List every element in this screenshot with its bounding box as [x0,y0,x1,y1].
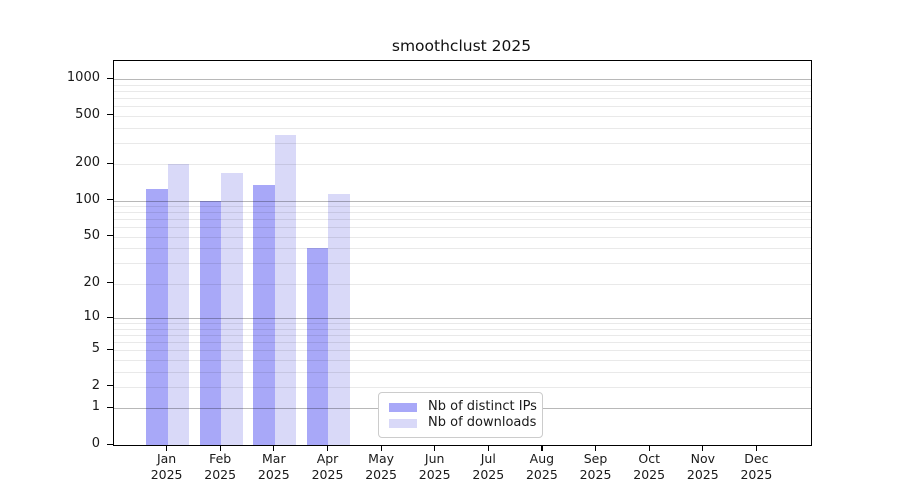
x-tick-oct [648,445,650,451]
x-tick-label-nov: Nov 2025 [686,451,719,482]
gridline-3 [114,371,811,373]
x-tick-label-mar: Mar 2025 [257,451,290,482]
x-tick-nov [702,445,704,451]
gridline-6 [114,341,811,343]
y-tick-1000 [107,77,113,79]
gridline-600 [114,106,811,107]
legend-label-distinct-ips: Nb of distinct IPs [428,399,537,414]
gridline-300 [114,142,811,144]
bar-distinct-ips-jan [146,188,168,445]
gridline-100 [114,200,811,202]
gridline-200 [114,164,811,166]
gridline-40 [114,248,811,250]
gridline-1000 [114,79,811,80]
y-tick-5 [107,348,113,350]
x-tick-label-sep: Sep 2025 [579,451,612,482]
gridline-800 [114,90,811,92]
plot-area [113,60,812,446]
gridline-8 [114,328,811,330]
y-tick-0 [107,443,113,445]
bar-downloads-feb [221,173,243,445]
x-tick-label-apr: Apr 2025 [311,451,344,482]
x-tick-feb [219,445,221,451]
gridline-400 [114,127,811,129]
legend-item-downloads: Nb of downloads [389,415,536,431]
y-tick-label-100: 100 [75,191,100,207]
x-tick-label-aug: Aug 2025 [525,451,558,482]
x-tick-label-jan: Jan 2025 [150,451,183,482]
bar-downloads-mar [274,134,297,445]
x-tick-label-jul: Jul 2025 [472,451,505,482]
gridline-90 [114,206,811,207]
x-tick-jul [487,445,489,451]
y-tick-label-5: 5 [91,341,100,357]
x-tick-mar [273,445,275,451]
legend-label-downloads: Nb of downloads [428,415,537,430]
bar-distinct-ips-feb [199,200,222,445]
gridline-4 [114,359,811,361]
y-tick-label-0: 0 [91,436,100,451]
y-tick-label-2: 2 [91,377,100,393]
gridline-50 [114,236,811,238]
y-tick-10 [107,316,113,318]
y-tick-500 [107,114,113,116]
legend-swatch-downloads-icon [389,418,417,428]
gridline-500 [114,115,811,117]
y-tick-label-1000: 1000 [66,70,100,85]
y-tick-label-200: 200 [75,155,100,171]
y-tick-label-1: 1 [91,399,100,415]
y-tick-label-50: 50 [83,227,100,243]
x-tick-label-oct: Oct 2025 [633,451,666,482]
x-tick-aug [541,445,543,451]
x-tick-label-feb: Feb 2025 [204,451,237,482]
y-tick-label-20: 20 [83,274,100,290]
gridline-20 [114,283,811,285]
x-tick-label-jun: Jun 2025 [418,451,451,482]
gridline-2 [114,386,811,388]
gridline-7 [114,334,811,336]
bar-distinct-ips-apr [306,248,329,445]
legend: Nb of distinct IPs Nb of downloads [378,392,543,438]
bar-downloads-apr [328,194,350,445]
x-tick-dec [755,445,758,451]
gridline-30 [114,263,811,265]
y-tick-50 [107,235,113,237]
x-tick-apr [327,445,329,451]
chart-title: smoothclust 2025 [391,37,532,55]
x-tick-label-dec: Dec 2025 [740,451,773,482]
gridline-700 [114,97,811,99]
x-tick-may [380,445,382,451]
bar-distinct-ips-mar [253,184,275,445]
gridline-10 [114,318,811,319]
y-tick-label-500: 500 [75,106,100,122]
gridline-80 [114,212,811,214]
y-tick-20 [107,282,113,284]
y-tick-1 [107,406,113,408]
y-tick-100 [107,199,113,201]
gridline-900 [114,84,811,86]
x-tick-label-may: May 2025 [365,451,397,482]
gridline-70 [114,219,811,221]
gridline-9 [114,323,811,324]
legend-swatch-distinct-ips-icon [389,402,417,412]
y-tick-200 [107,162,113,164]
x-tick-sep [595,445,597,451]
gridline-5 [114,350,811,352]
y-tick-2 [107,385,113,387]
x-tick-jan [166,445,168,451]
legend-item-distinct-ips: Nb of distinct IPs [389,399,537,415]
x-tick-jun [434,445,436,451]
gridline-60 [114,227,811,229]
bar-downloads-jan [167,164,190,445]
y-tick-label-10: 10 [83,309,100,324]
